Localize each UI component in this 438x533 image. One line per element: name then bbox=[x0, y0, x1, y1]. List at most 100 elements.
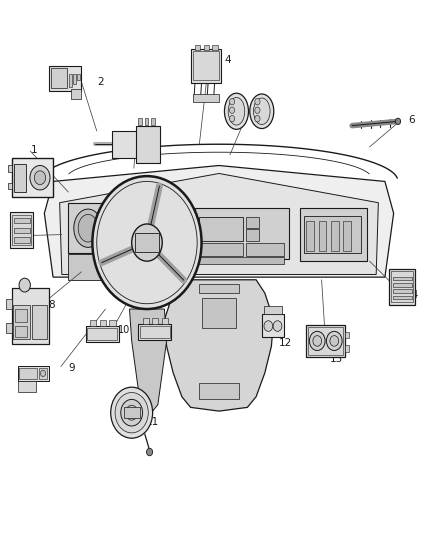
Circle shape bbox=[115, 392, 148, 433]
Text: 7: 7 bbox=[21, 236, 27, 246]
Bar bbox=[18, 381, 35, 392]
Bar bbox=[14, 218, 29, 223]
Bar bbox=[345, 345, 349, 352]
Bar bbox=[300, 208, 367, 261]
Bar bbox=[191, 49, 221, 83]
Circle shape bbox=[30, 165, 50, 190]
Ellipse shape bbox=[228, 98, 245, 125]
Circle shape bbox=[34, 171, 46, 184]
Bar bbox=[51, 68, 67, 88]
Bar bbox=[8, 183, 12, 189]
Circle shape bbox=[121, 399, 143, 426]
Text: 3: 3 bbox=[146, 131, 152, 141]
Bar bbox=[138, 324, 171, 340]
Bar bbox=[343, 221, 351, 251]
Text: 1: 1 bbox=[31, 144, 38, 155]
Circle shape bbox=[111, 387, 152, 438]
Bar bbox=[331, 221, 339, 251]
Circle shape bbox=[19, 278, 30, 292]
Polygon shape bbox=[123, 280, 141, 304]
Circle shape bbox=[126, 405, 138, 420]
Bar bbox=[18, 366, 49, 381]
Bar bbox=[306, 221, 314, 251]
Bar bbox=[12, 158, 53, 197]
Bar bbox=[71, 90, 81, 99]
Bar bbox=[112, 131, 151, 158]
Bar bbox=[124, 407, 140, 418]
Circle shape bbox=[326, 332, 342, 351]
Bar bbox=[151, 118, 155, 125]
Circle shape bbox=[313, 336, 321, 346]
Bar bbox=[49, 66, 81, 91]
Bar bbox=[13, 305, 29, 340]
Text: 2: 2 bbox=[97, 77, 103, 87]
Bar bbox=[393, 277, 412, 280]
Bar bbox=[15, 326, 27, 337]
Ellipse shape bbox=[224, 93, 248, 130]
Bar bbox=[90, 320, 96, 326]
Circle shape bbox=[309, 332, 325, 351]
Bar bbox=[143, 318, 149, 324]
Bar bbox=[318, 221, 326, 251]
Bar bbox=[199, 243, 243, 256]
Circle shape bbox=[230, 107, 235, 114]
Bar bbox=[264, 306, 283, 314]
Bar bbox=[87, 328, 117, 341]
Bar bbox=[393, 283, 412, 287]
Bar bbox=[39, 368, 47, 379]
Ellipse shape bbox=[106, 214, 126, 242]
Circle shape bbox=[264, 321, 273, 332]
Circle shape bbox=[255, 116, 260, 122]
Bar bbox=[193, 51, 219, 80]
Circle shape bbox=[255, 99, 260, 105]
Bar bbox=[8, 165, 12, 172]
Ellipse shape bbox=[254, 98, 270, 125]
Bar bbox=[201, 298, 237, 328]
Bar bbox=[246, 229, 259, 241]
Bar bbox=[199, 383, 239, 399]
Bar bbox=[246, 243, 285, 256]
Circle shape bbox=[132, 224, 162, 261]
Polygon shape bbox=[60, 173, 378, 274]
Bar bbox=[68, 203, 136, 253]
Ellipse shape bbox=[250, 94, 274, 128]
Bar bbox=[392, 271, 413, 302]
Bar bbox=[345, 332, 349, 338]
Bar bbox=[199, 284, 239, 293]
Bar bbox=[14, 164, 26, 192]
Bar bbox=[7, 324, 12, 333]
Circle shape bbox=[147, 448, 152, 456]
Bar bbox=[138, 118, 142, 125]
Bar bbox=[73, 74, 76, 84]
Bar bbox=[12, 215, 31, 245]
Text: 6: 6 bbox=[408, 115, 414, 125]
Bar bbox=[193, 94, 219, 102]
Polygon shape bbox=[44, 165, 394, 277]
Bar bbox=[212, 45, 218, 50]
Text: 11: 11 bbox=[145, 417, 159, 427]
Bar bbox=[136, 126, 160, 163]
Text: 14: 14 bbox=[405, 289, 419, 300]
Bar bbox=[195, 208, 289, 259]
Bar bbox=[15, 309, 27, 322]
Bar bbox=[389, 269, 416, 305]
Bar bbox=[393, 296, 412, 300]
Ellipse shape bbox=[102, 209, 131, 247]
Bar bbox=[204, 45, 209, 50]
Circle shape bbox=[273, 321, 282, 332]
Text: 12: 12 bbox=[279, 337, 292, 348]
Bar bbox=[152, 318, 158, 324]
Bar bbox=[304, 216, 361, 253]
Bar bbox=[69, 74, 72, 87]
Bar bbox=[306, 325, 345, 357]
Circle shape bbox=[40, 370, 46, 376]
Bar bbox=[12, 288, 49, 344]
Bar bbox=[14, 237, 29, 243]
Text: 13: 13 bbox=[329, 354, 343, 364]
Bar bbox=[7, 300, 12, 309]
Bar bbox=[11, 212, 33, 248]
Bar bbox=[199, 257, 285, 264]
Ellipse shape bbox=[98, 243, 106, 255]
Bar bbox=[262, 314, 285, 337]
Bar bbox=[199, 217, 243, 241]
